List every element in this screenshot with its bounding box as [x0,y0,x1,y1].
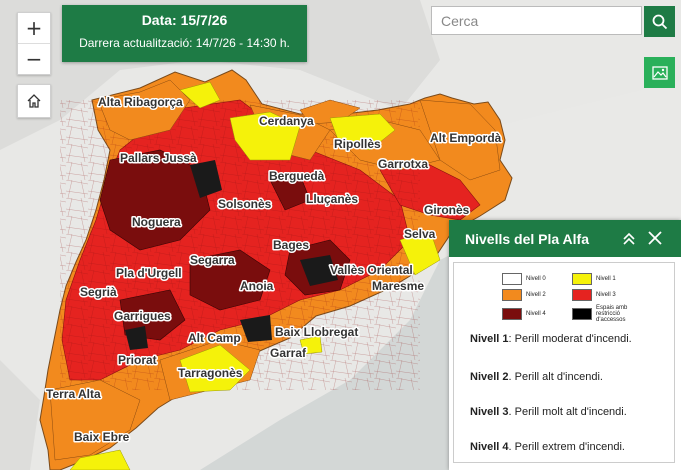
swatch-label: Nivell 3 [596,292,616,298]
swatch-level-0 [502,273,522,285]
label-pallars-jussa: Pallars Jussà [120,151,197,165]
legend-body: Nivell 0 Nivell 1 Nivell 2 Nivell 3 Nive… [453,262,675,463]
swatch-label: Nivell 1 [596,276,616,282]
level-description: Nivell 3. Perill molt alt d'incendi. [470,406,627,418]
legend-header: Nivells del Pla Alfa [449,220,681,257]
label-segarra: Segarra [190,253,235,267]
zone-level-2-ribagorca [97,79,191,141]
level-description: Nivell 2. Perill alt d'incendi. [470,371,603,383]
label-alt-emporda: Alt Empordà [430,131,502,145]
swatch-label: Espais amb restricció d'accessos [596,305,628,323]
label-solsones: Solsonès [218,197,272,211]
date-label: Data: 15/7/26 [141,12,228,28]
label-garrotxa: Garrotxa [378,157,428,171]
level-name: Nivell 2 [470,371,509,383]
swatch-restricted [572,308,592,320]
swatch-level-1 [572,273,592,285]
home-icon [27,94,41,108]
label-bergueda: Berguedà [269,169,325,183]
zoom-out-button[interactable]: − [18,43,50,74]
close-icon[interactable] [647,230,663,246]
swatch-label: Nivell 2 [526,292,546,298]
label-alta-ribagorca: Alta Ribagorça [98,95,183,109]
label-garraf: Garraf [270,346,307,360]
level-name: Nivell 4 [470,441,509,453]
level-name: Nivell 3 [470,406,509,418]
zone-level-1-cerdanya [229,111,301,161]
label-baix-ebre: Baix Ebre [74,430,130,444]
home-button[interactable] [17,84,51,118]
basemap-gallery-button[interactable] [644,57,675,88]
legend-swatch-item: Nivell 1 [572,273,642,285]
zone-level-4-anoia [189,249,271,311]
label-alt-camp: Alt Camp [188,331,241,345]
label-priorat: Priorat [118,353,157,367]
zone-level-1-vall [179,81,221,109]
swatch-label: Nivell 0 [526,276,546,282]
level-name: Nivell 1 [470,333,509,345]
legend-swatch-item: Nivell 3 [572,289,642,301]
level-desc: . Perill molt alt d'incendi. [508,406,627,418]
search-icon [652,14,667,29]
update-label: Darrera actualització: 14/7/26 - 14:30 h… [79,36,290,50]
zone-level-1-montsia [69,449,131,470]
zone-restricted-pallars [190,160,222,198]
level-desc: . Perill alt d'incendi. [508,371,603,383]
zone-level-2-emporda [419,99,501,181]
search-bar [431,6,675,37]
collapse-icon[interactable] [621,231,637,247]
swatch-level-3 [572,289,592,301]
label-girones: Gironès [424,203,470,217]
level-description: Nivell 1: Perill moderat d'incendi. [470,333,632,345]
zoom-controls: + − [17,12,51,75]
region-labels: Alta Ribagorça Cerdanya Ripollès Alt Emp… [45,94,504,446]
label-noguera: Noguera [132,215,181,229]
label-valles-oriental: Vallès Oriental [330,263,413,277]
zone-level-1-garraf [299,335,323,355]
zone-restricted-altcamp [240,315,272,342]
label-garrigues: Garrigues [114,309,171,323]
zone-level-4-lluçanes [269,174,311,211]
image-icon [651,65,668,80]
date-panel: Data: 15/7/26 Darrera actualització: 14/… [62,5,307,62]
zone-level-1-tarragones [179,344,251,393]
search-button[interactable] [644,6,675,37]
legend-title: Nivells del Pla Alfa [465,230,589,247]
label-maresme: Maresme [372,279,424,293]
swatch-level-4 [502,308,522,320]
legend-swatch-item: Nivell 4 [502,305,572,323]
label-llucanes: Lluçanès [306,192,358,206]
zone-level-1-ripolles [329,113,396,151]
zone-level-1-maresme [399,229,441,276]
search-input[interactable] [431,6,642,35]
label-tarragones: Tarragonès [178,366,243,380]
label-baix-llobregat: Baix Llobregat [275,325,358,339]
label-terra-alta: Terra Alta [46,387,101,401]
level-description: Nivell 4. Perill extrem d'incendi. [470,441,625,453]
legend-swatch-item: Espais amb restricció d'accessos [572,305,642,323]
level-desc: : Perill moderat d'incendi. [508,333,632,345]
label-anoia: Anoia [240,279,274,293]
zoom-in-button[interactable]: + [25,16,43,40]
label-ripolles: Ripollès [334,137,381,151]
legend-panel: Nivells del Pla Alfa Nivell 0 Nivell 1 N… [449,220,681,470]
label-cerdanya: Cerdanya [259,114,314,128]
legend-swatch-item: Nivell 0 [502,273,572,285]
label-bages: Bages [273,238,309,252]
terrain-west [0,360,40,470]
label-pla-urgell: Pla d'Urgell [116,266,182,280]
label-selva: Selva [404,227,436,241]
level-desc: . Perill extrem d'incendi. [508,441,625,453]
zone-restricted-montseny [300,255,338,286]
swatch-level-2 [502,289,522,301]
legend-swatches: Nivell 0 Nivell 1 Nivell 2 Nivell 3 Nive… [502,273,662,323]
zone-restricted-priorat [125,326,148,350]
swatch-label: Nivell 4 [526,311,546,317]
legend-swatch-item: Nivell 2 [502,289,572,301]
zone-level-4-garrigues [119,289,186,341]
label-segria: Segrià [80,285,117,299]
zone-level-4-noguera [99,149,211,251]
zone-level-2-ebre [49,379,141,461]
